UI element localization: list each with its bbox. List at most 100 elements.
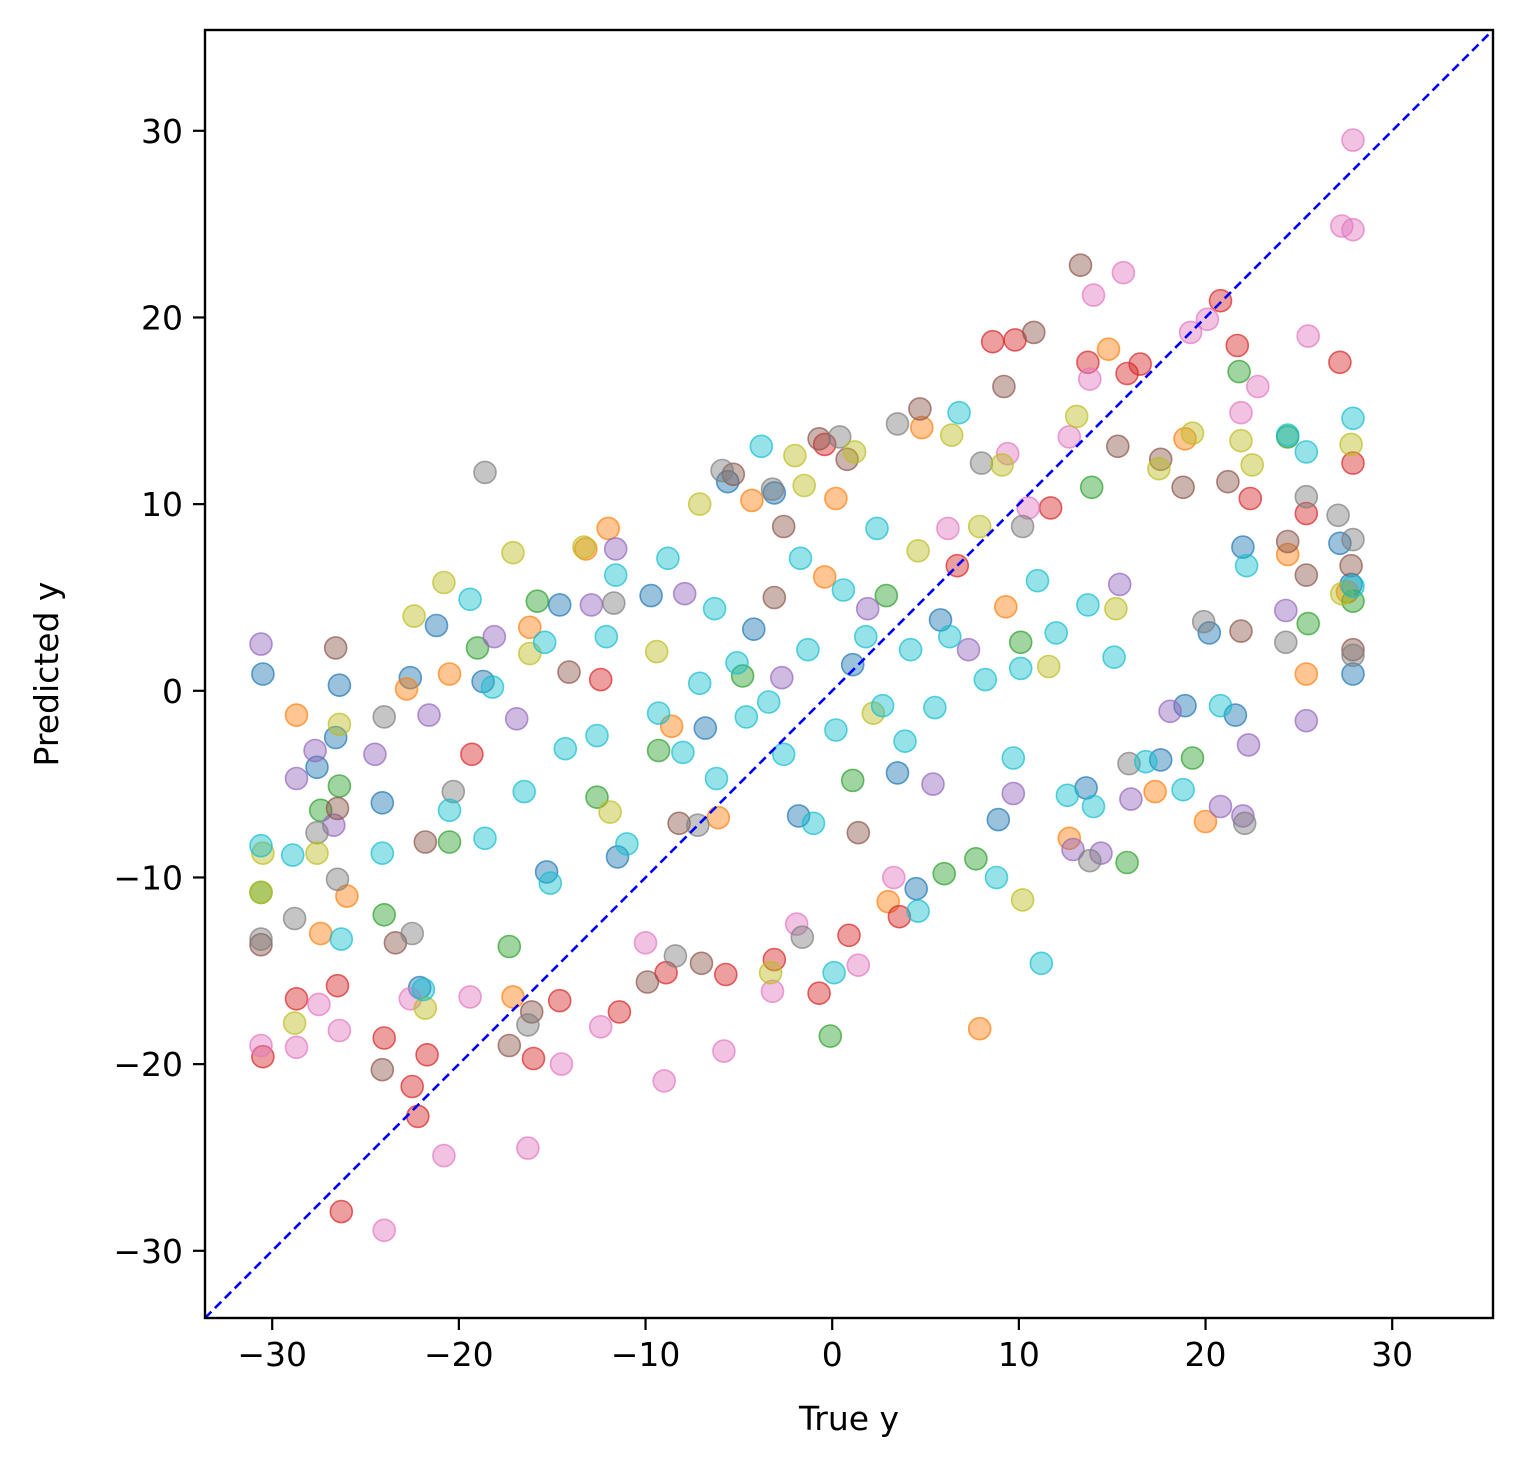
scatter-point — [964, 846, 988, 871]
scatter-point — [756, 690, 781, 714]
scatter-point — [702, 596, 727, 621]
scatter-point — [308, 798, 333, 823]
scatter-point — [993, 594, 1018, 619]
scatter-point — [557, 660, 581, 684]
scatter-point — [1148, 748, 1173, 772]
scatter-point — [1115, 361, 1139, 386]
x-tick-label: 0 — [822, 1335, 843, 1374]
y-axis-ticks: −30 −20 −10 0 10 20 30 — [113, 112, 205, 1271]
scatter-point — [413, 996, 438, 1020]
scatter-point — [605, 845, 630, 869]
scatter-point — [1234, 553, 1259, 578]
scatter-point — [1341, 527, 1365, 552]
scatter-point — [762, 947, 787, 972]
scatter-point — [607, 1000, 632, 1024]
scatter-point — [1231, 804, 1255, 828]
scatter-point — [1036, 654, 1061, 679]
scatter-point — [400, 921, 425, 946]
scatter-point — [547, 593, 572, 617]
scatter-point — [327, 1018, 352, 1043]
scatter-point — [615, 832, 639, 856]
scatter-point — [667, 811, 691, 836]
scatter-point — [969, 451, 994, 475]
scatter-point — [1341, 637, 1365, 662]
scatter-point — [1102, 645, 1126, 670]
scatter-point — [1294, 484, 1319, 509]
scatter-point — [549, 1052, 574, 1076]
scatter-point — [840, 768, 865, 793]
scatter-point — [501, 540, 525, 565]
scatter-point — [1180, 421, 1205, 446]
scatter-point — [327, 712, 352, 737]
scatter-point — [1294, 563, 1319, 587]
scatter-point — [363, 742, 387, 767]
scatter-point — [1193, 809, 1218, 834]
scatter-point — [585, 723, 609, 748]
scatter-point — [517, 615, 542, 640]
scatter-point — [516, 1013, 540, 1037]
scatter-point — [1143, 779, 1167, 804]
scatter-point — [760, 477, 785, 502]
scatter-point — [635, 970, 660, 994]
scatter-point — [909, 415, 934, 440]
scatter-point — [598, 800, 622, 824]
scatter-point — [1025, 568, 1050, 593]
scatter-point — [1008, 630, 1033, 655]
scatter-point — [519, 1000, 544, 1024]
scatter-point — [1078, 367, 1102, 391]
scatter-point — [504, 706, 529, 731]
scatter-point — [473, 460, 497, 485]
scatter-point — [936, 516, 960, 541]
scatter-point — [1294, 501, 1319, 526]
scatter-point — [784, 912, 809, 936]
scatter-point — [1081, 283, 1106, 307]
scatter-point — [1001, 746, 1026, 770]
scatter-point — [280, 843, 305, 867]
scatter-point — [307, 992, 331, 1017]
x-tick-label: 30 — [1371, 1335, 1413, 1374]
scatter-point — [432, 1143, 456, 1168]
scatter-point — [1326, 503, 1350, 528]
scatter-point — [282, 906, 307, 931]
scatter-point — [1238, 486, 1263, 511]
scatter-point — [1341, 128, 1365, 152]
scatter-point — [601, 591, 626, 615]
scatter-point — [1128, 352, 1152, 376]
scatter-point — [1208, 693, 1233, 718]
scatter-point — [881, 865, 906, 890]
scatter-point — [1068, 253, 1093, 278]
scatter-point — [417, 703, 441, 727]
scatter-point — [588, 1015, 613, 1039]
scatter-point — [1341, 406, 1365, 431]
y-tick-label: 0 — [162, 672, 183, 711]
scatter-point — [424, 613, 449, 638]
scatter-point — [1229, 619, 1253, 643]
scatter-point — [327, 774, 352, 798]
scatter-point — [249, 932, 273, 957]
scatter-point — [512, 779, 537, 804]
scatter-point — [807, 426, 831, 451]
scatter-point — [760, 979, 785, 1004]
x-tick-label: −20 — [424, 1335, 494, 1374]
scatter-point — [790, 925, 815, 950]
scatter-point — [1294, 708, 1319, 733]
scatter-point — [633, 930, 658, 955]
scatter-point — [1001, 781, 1026, 806]
scatter-point — [1328, 531, 1352, 556]
scatter-point — [801, 811, 826, 836]
scatter-point — [400, 1074, 425, 1099]
scatter-point — [741, 617, 766, 642]
scatter-point — [458, 985, 482, 1009]
scatter-point — [887, 904, 912, 929]
scatter-point — [1240, 453, 1264, 477]
scatter-point — [937, 624, 962, 649]
scatter-point — [1076, 593, 1100, 617]
scatter-point — [663, 944, 688, 968]
scatter-point — [501, 985, 525, 1009]
scatter-point — [1115, 850, 1139, 875]
scatter-point — [402, 604, 426, 628]
scatter-point — [1328, 350, 1352, 375]
scatter-point — [837, 923, 861, 948]
scatter-point — [644, 639, 669, 664]
